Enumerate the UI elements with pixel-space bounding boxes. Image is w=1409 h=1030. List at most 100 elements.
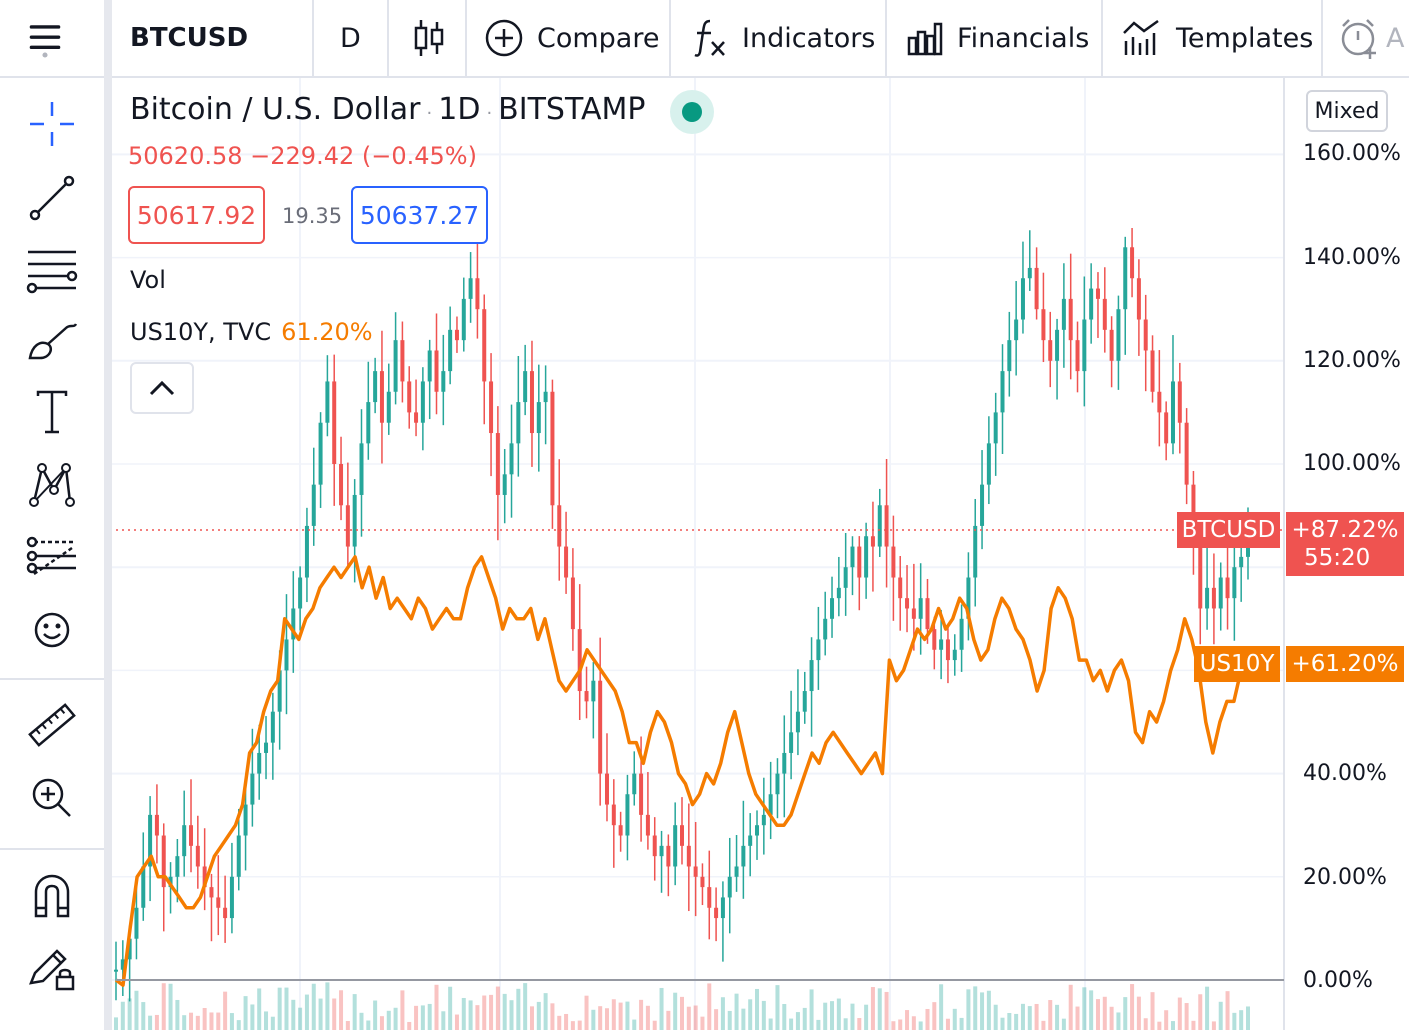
volume-bar bbox=[761, 1000, 766, 1030]
volume-bar bbox=[843, 1018, 848, 1030]
volume-bar bbox=[584, 995, 589, 1030]
scale-mode-button[interactable]: Mixed bbox=[1306, 90, 1388, 132]
volume-bar bbox=[489, 994, 494, 1030]
templates-button[interactable]: Templates bbox=[1122, 0, 1313, 76]
volume-bar bbox=[973, 986, 978, 1030]
candle-body bbox=[1177, 381, 1182, 423]
financials-button[interactable]: Financials bbox=[907, 0, 1089, 76]
volume-bar bbox=[414, 1005, 419, 1030]
market-status-icon[interactable] bbox=[670, 90, 714, 134]
indicators-button[interactable]: Indicators bbox=[694, 0, 875, 76]
candle-body bbox=[1239, 556, 1244, 568]
sell-button[interactable]: 50617.92 bbox=[128, 186, 265, 244]
compare-symbol: US10Y, TVC bbox=[130, 318, 272, 346]
candle-body bbox=[1041, 309, 1046, 341]
volume-bar bbox=[277, 987, 282, 1030]
volume-bar bbox=[1191, 1020, 1196, 1030]
volume-bar bbox=[925, 1008, 930, 1030]
volume-bar bbox=[809, 989, 814, 1030]
volume-bar bbox=[986, 990, 991, 1030]
volume-bar bbox=[120, 1001, 125, 1030]
candle-body bbox=[557, 505, 562, 547]
collapse-legend-button[interactable] bbox=[130, 362, 194, 414]
fib-tool[interactable] bbox=[24, 242, 80, 298]
volume-bar bbox=[1048, 1000, 1053, 1030]
candle-body bbox=[270, 711, 275, 743]
candle-body bbox=[311, 484, 316, 526]
compare-button[interactable]: Compare bbox=[485, 0, 659, 76]
alert-button[interactable]: A bbox=[1338, 0, 1404, 76]
buy-button[interactable]: 50637.27 bbox=[351, 186, 488, 244]
candle-body bbox=[468, 278, 473, 299]
volume-bar bbox=[304, 994, 309, 1030]
btcusd-price-tag: +87.22% 55:20 bbox=[1286, 512, 1404, 576]
candle-body bbox=[536, 402, 541, 434]
candle-body bbox=[604, 773, 609, 805]
candle-body bbox=[175, 856, 180, 877]
volume-bar bbox=[1157, 1021, 1162, 1030]
crosshair-tool[interactable] bbox=[24, 96, 80, 152]
candle-body bbox=[1109, 329, 1114, 361]
candle-body bbox=[802, 691, 807, 712]
volume-bar bbox=[1246, 1006, 1250, 1030]
candle-body bbox=[809, 660, 814, 692]
volume-bar bbox=[209, 1012, 214, 1030]
candle-body bbox=[564, 546, 569, 578]
volume-bar bbox=[748, 999, 753, 1030]
volume-bar bbox=[141, 1002, 146, 1030]
candle-body bbox=[707, 887, 712, 908]
candle-body bbox=[755, 825, 760, 836]
candle-body bbox=[345, 505, 350, 547]
brush-tool[interactable] bbox=[24, 314, 80, 370]
candle-body bbox=[393, 340, 398, 392]
volume-bar bbox=[1041, 1020, 1046, 1030]
volume-bar bbox=[284, 987, 289, 1030]
volume-bar bbox=[625, 1001, 630, 1030]
candle-body bbox=[625, 794, 630, 836]
zoom-in-tool[interactable] bbox=[24, 770, 80, 826]
volume-bar bbox=[502, 993, 507, 1030]
pattern-tool[interactable] bbox=[24, 456, 80, 512]
measure-tool[interactable] bbox=[24, 698, 80, 754]
candle-body bbox=[373, 371, 378, 403]
candle-body bbox=[795, 711, 800, 733]
candle-body bbox=[727, 876, 732, 898]
candle-body bbox=[836, 587, 841, 599]
volume-bar bbox=[1102, 996, 1107, 1030]
volume-bar bbox=[618, 1002, 623, 1030]
candle-body bbox=[475, 278, 480, 310]
text-tool[interactable] bbox=[24, 384, 80, 440]
candle-body bbox=[782, 752, 787, 774]
candle-body bbox=[264, 742, 269, 753]
compare-value: 61.20% bbox=[281, 318, 373, 346]
chart-type-button[interactable] bbox=[413, 0, 459, 76]
volume-bar bbox=[1007, 1013, 1012, 1030]
volume-bar bbox=[516, 988, 521, 1030]
volume-legend[interactable]: Vol bbox=[130, 266, 166, 294]
magnet-tool[interactable] bbox=[24, 868, 80, 924]
volume-bar bbox=[898, 1019, 903, 1030]
volume-bar bbox=[707, 983, 712, 1030]
prediction-tool[interactable] bbox=[24, 530, 80, 586]
lock-drawings-tool[interactable] bbox=[24, 940, 80, 996]
interval-button[interactable]: D bbox=[340, 0, 361, 76]
menu-icon[interactable] bbox=[28, 0, 76, 76]
candle-body bbox=[652, 835, 657, 857]
volume-bar bbox=[952, 1008, 957, 1030]
volume-bar bbox=[536, 1001, 541, 1030]
candle-body bbox=[584, 691, 589, 702]
candle-body bbox=[816, 639, 821, 661]
trend-line-tool[interactable] bbox=[24, 170, 80, 226]
candle-body bbox=[884, 505, 889, 547]
volume-bars bbox=[114, 982, 1250, 1030]
compare-legend[interactable]: US10Y, TVC 61.20% bbox=[130, 318, 373, 346]
icon-tool[interactable] bbox=[24, 602, 80, 658]
volume-bar bbox=[891, 1021, 896, 1030]
candle-body bbox=[775, 773, 780, 795]
chart-legend-title[interactable]: Bitcoin / U.S. Dollar · 1D · BITSTAMP bbox=[130, 92, 646, 127]
volume-bar bbox=[427, 1003, 432, 1030]
candle-body bbox=[284, 639, 289, 671]
symbol-search-button[interactable]: BTCUSD bbox=[130, 0, 248, 76]
volume-bar bbox=[1205, 986, 1210, 1030]
